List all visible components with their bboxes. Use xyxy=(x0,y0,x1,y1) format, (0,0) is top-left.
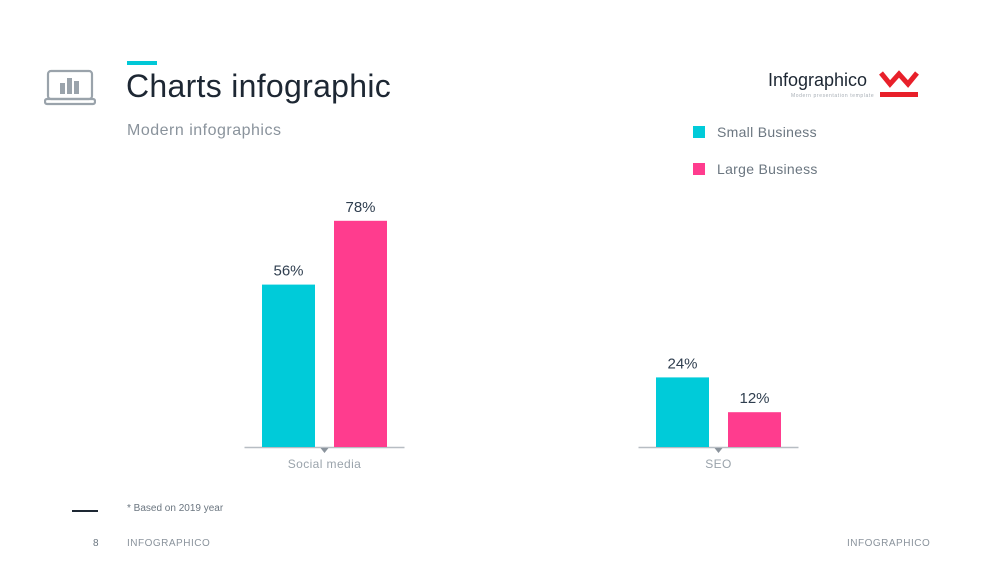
bar-large-business-social-media xyxy=(334,220,387,447)
legend-item-small-business: Small Business xyxy=(693,124,817,140)
data-label-small-business-social-media: 56% xyxy=(273,263,303,280)
title-accent-bar xyxy=(127,61,157,65)
footnote-dash xyxy=(72,510,98,512)
brand-tagline: Modern presentation template xyxy=(791,93,875,99)
page-number: 8 xyxy=(93,538,99,549)
bar-small-business-social-media xyxy=(262,284,315,447)
legend-item-large-business: Large Business xyxy=(693,161,818,177)
data-label-large-business-seo: 12% xyxy=(739,390,769,407)
category-label-social-media: Social media xyxy=(288,457,362,471)
page-title: Charts infographic xyxy=(126,68,392,104)
bar-large-business-seo xyxy=(728,412,781,447)
legend-swatch-small-business xyxy=(693,126,705,138)
brand-w-logo-icon xyxy=(879,70,919,97)
legend-label-large-business: Large Business xyxy=(717,161,818,177)
footer-brand-left: INFOGRAPHICO xyxy=(127,538,211,549)
axis-notch-social-media xyxy=(320,448,329,453)
bar-small-business-seo xyxy=(656,377,709,447)
laptop-chart-icon xyxy=(44,69,96,106)
category-label-seo: SEO xyxy=(705,457,732,471)
footer-brand-right: INFOGRAPHICO xyxy=(847,538,931,549)
brand-name: Infographico xyxy=(768,70,868,90)
data-label-small-business-seo: 24% xyxy=(667,355,697,372)
axis-notch-seo xyxy=(714,448,723,453)
page-subtitle: Modern infographics xyxy=(127,122,282,139)
legend-swatch-large-business xyxy=(693,163,705,175)
legend-label-small-business: Small Business xyxy=(717,124,817,140)
data-label-large-business-social-media: 78% xyxy=(345,199,375,216)
footnote: * Based on 2019 year xyxy=(127,503,224,514)
